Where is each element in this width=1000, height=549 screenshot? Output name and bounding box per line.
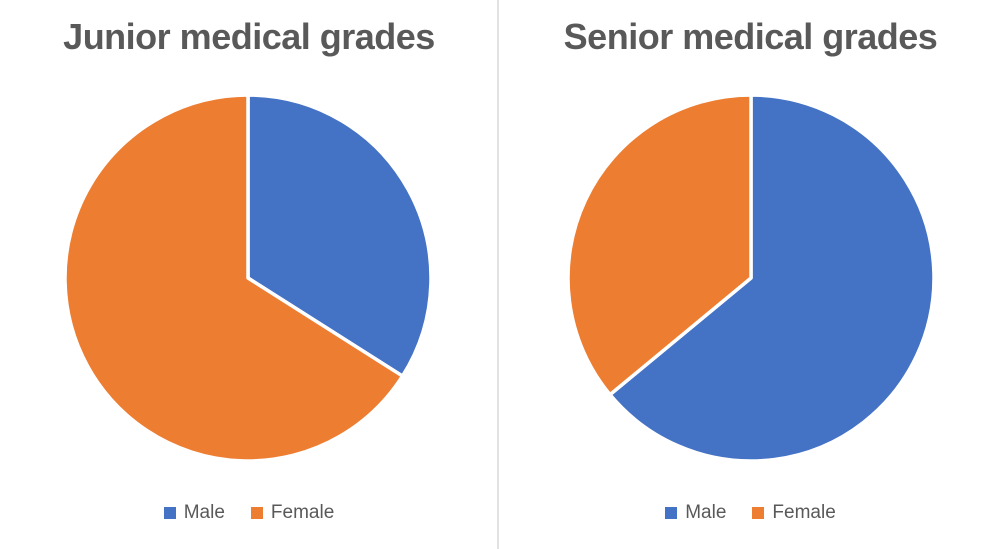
junior-legend-label-female: Female bbox=[270, 502, 335, 523]
male-color-swatch bbox=[163, 507, 176, 520]
senior-legend-item-male: Male bbox=[665, 502, 727, 524]
pie-slice-female bbox=[63, 93, 405, 463]
junior-legend: Male Female bbox=[0, 502, 498, 524]
junior-chart-title: Junior medical grades bbox=[63, 16, 435, 57]
vertical-divider-line bbox=[497, 0, 499, 549]
senior-legend: Male Female bbox=[501, 502, 1000, 524]
junior-pie-chart bbox=[63, 93, 433, 463]
senior-pie-chart bbox=[566, 93, 936, 463]
senior-legend-item-female: Female bbox=[752, 502, 836, 524]
junior-legend-item-female: Female bbox=[250, 502, 335, 524]
junior-legend-item-male: Male bbox=[163, 502, 225, 524]
junior-chart-section: Junior medical grades Male Female bbox=[0, 0, 498, 549]
senior-legend-label-female: Female bbox=[772, 502, 836, 523]
female-color-swatch bbox=[250, 507, 263, 520]
pie-slice-male bbox=[608, 93, 936, 463]
senior-chart-section: Senior medical grades Male Female bbox=[501, 0, 1000, 549]
senior-chart-title: Senior medical grades bbox=[563, 16, 938, 57]
pie-slice-female bbox=[566, 93, 753, 397]
senior-legend-label-male: Male bbox=[685, 502, 727, 523]
junior-legend-label-male: Male bbox=[183, 502, 225, 523]
male-color-swatch bbox=[665, 507, 678, 520]
female-color-swatch bbox=[752, 507, 765, 520]
